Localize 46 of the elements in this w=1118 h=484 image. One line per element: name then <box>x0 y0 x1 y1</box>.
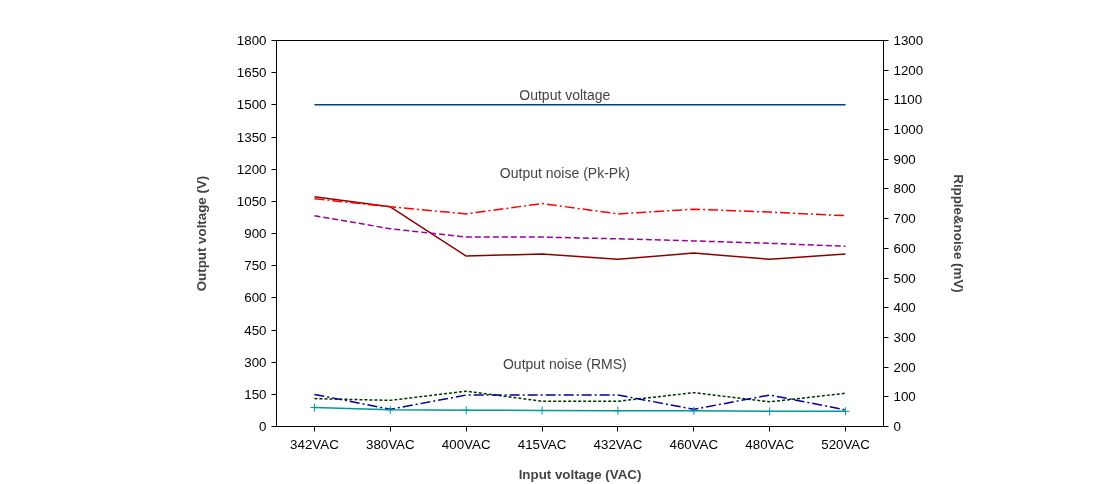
x-tick-label: 480VAC <box>745 436 795 452</box>
line-series <box>313 198 847 217</box>
y-tick-label: 1350 <box>236 129 267 145</box>
x-tick-label: 432VAC <box>593 436 643 452</box>
annotation: Output noise (Pk-Pk) <box>499 165 630 182</box>
y2-tick-label: 1000 <box>893 122 924 138</box>
line-series <box>313 393 847 411</box>
y-tick-label: 1050 <box>236 193 267 209</box>
y-tick-label: 450 <box>244 322 267 338</box>
y-tick-label: 1500 <box>236 97 267 113</box>
line-series <box>313 195 847 261</box>
annotation: Output voltage <box>519 87 611 104</box>
x-tick-label: 460VAC <box>669 436 719 452</box>
y-tick-label: 300 <box>244 354 267 370</box>
x-tick-label: 342VAC <box>290 436 340 452</box>
y-axis-title: Output voltage (V) <box>193 175 209 292</box>
y2-tick-label: 100 <box>893 389 916 405</box>
y-tick-label: 750 <box>244 258 267 274</box>
line-series <box>313 390 847 403</box>
y2-tick-label: 700 <box>893 211 916 227</box>
y2-tick-label: 1300 <box>893 33 924 48</box>
y2-tick-label: 1100 <box>893 92 923 108</box>
y-tick-label: 150 <box>244 386 267 402</box>
y2-tick-label: 200 <box>893 359 916 375</box>
y-tick-label: 600 <box>244 290 267 306</box>
y2-tick-label: 500 <box>893 270 916 286</box>
y-tick-label: 1650 <box>236 65 267 81</box>
y2-tick-label: 600 <box>893 240 916 256</box>
x-tick-label: 400VAC <box>441 436 491 452</box>
x-tick-label: 380VAC <box>365 436 416 452</box>
line-series <box>313 214 847 248</box>
x-tick-label: 520VAC <box>821 436 871 452</box>
y2-tick-label: 800 <box>893 181 916 197</box>
y-tick-label: 900 <box>244 226 267 241</box>
y2-axis-title: Ripple&noise (mV) <box>951 174 967 293</box>
y2-tick-label: 400 <box>893 300 916 316</box>
y-tick-label: 1200 <box>236 161 267 177</box>
y2-tick-label: 0 <box>893 419 901 434</box>
y2-tick-label: 300 <box>893 329 916 345</box>
x-axis-title: Input voltage (VAC) <box>518 466 642 482</box>
y-tick-label: 1800 <box>236 33 267 48</box>
x-tick-label: 415VAC <box>517 436 567 452</box>
y2-tick-label: 1200 <box>893 62 924 78</box>
y2-tick-label: 900 <box>893 151 916 167</box>
annotation: Output noise (RMS) <box>502 356 627 373</box>
y-tick-label: 0 <box>259 419 267 434</box>
